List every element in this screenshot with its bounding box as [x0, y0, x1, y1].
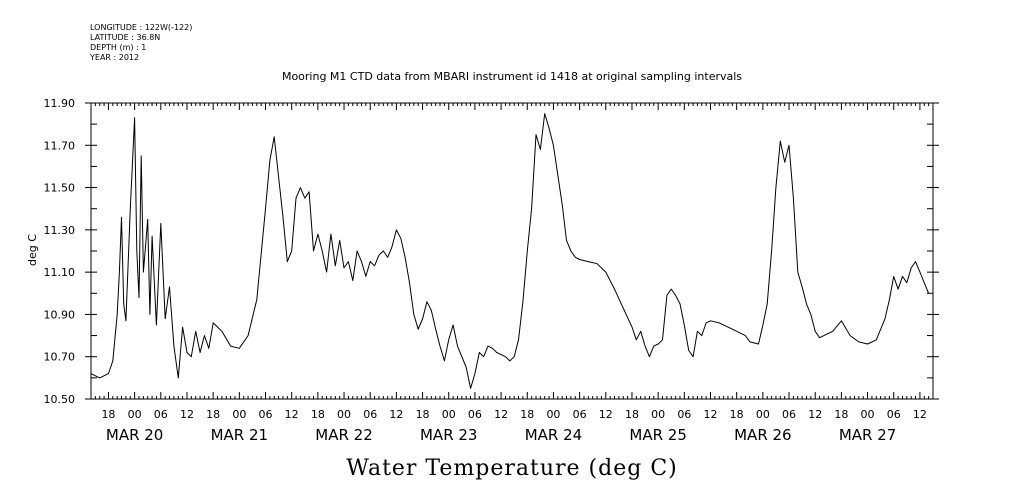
temperature-series-line: [90, 113, 930, 389]
x-date-label: MAR 26: [734, 426, 791, 444]
x-hour-label: 06: [887, 408, 901, 421]
x-hour-label: 12: [494, 408, 508, 421]
x-hour-label: 18: [520, 408, 534, 421]
x-hour-label: 06: [154, 408, 168, 421]
x-hour-label: 00: [651, 408, 665, 421]
x-date-label: MAR 23: [420, 426, 477, 444]
x-hour-label: 06: [677, 408, 691, 421]
meta-depth: DEPTH (m) : 1: [90, 43, 146, 52]
meta-year: YEAR : 2012: [89, 53, 139, 62]
y-tick-label: 11.70: [44, 139, 76, 152]
y-tick-label: 11.30: [44, 224, 76, 237]
y-tick-label: 11.50: [44, 182, 76, 195]
x-hour-label: 00: [861, 408, 875, 421]
x-hour-label: 18: [834, 408, 848, 421]
x-hour-label: 00: [442, 408, 456, 421]
x-hour-label: 18: [730, 408, 744, 421]
x-hour-label: 12: [389, 408, 403, 421]
x-hour-label: 00: [128, 408, 142, 421]
x-hour-label: 06: [259, 408, 273, 421]
plot-frame: [90, 102, 934, 400]
x-hour-label: 12: [599, 408, 613, 421]
x-hour-label: 12: [704, 408, 718, 421]
x-hour-label: 12: [808, 408, 822, 421]
x-hour-label: 06: [363, 408, 377, 421]
x-date-label: MAR 20: [106, 426, 163, 444]
x-hour-label: 12: [285, 408, 299, 421]
x-hour-label: 00: [232, 408, 246, 421]
y-tick-label: 10.70: [44, 351, 76, 364]
y-axis-label: deg C: [26, 234, 39, 266]
x-axis-label: Water Temperature (deg C): [346, 456, 678, 481]
x-hour-label: 06: [573, 408, 587, 421]
x-date-label: MAR 27: [839, 426, 896, 444]
x-hour-label: 18: [416, 408, 430, 421]
x-hour-label: 12: [180, 408, 194, 421]
x-hour-label: 18: [625, 408, 639, 421]
chart-title: Mooring M1 CTD data from MBARI instrumen…: [282, 70, 742, 83]
meta-latitude: LATITUDE : 36.8N: [90, 33, 160, 42]
x-hour-label: 12: [913, 408, 927, 421]
y-tick-label: 10.50: [44, 393, 76, 406]
x-date-label: MAR 22: [315, 426, 372, 444]
x-date-label: MAR 21: [211, 426, 268, 444]
y-tick-label: 11.90: [44, 97, 76, 110]
x-axis: 18 00 06 12 18 00 06 12 18 00 06 12 18 00 06 12 18 00 06 12…: [90, 103, 934, 444]
x-hour-label: 00: [756, 408, 770, 421]
y-tick-label: 10.90: [44, 308, 76, 321]
x-hour-label: 18: [206, 408, 220, 421]
meta-longitude: LONGITUDE : 122W(-122): [90, 23, 192, 32]
x-hour-label: 18: [311, 408, 325, 421]
x-hour-label: 06: [782, 408, 796, 421]
x-date-label: MAR 25: [629, 426, 686, 444]
x-hour-label: 00: [546, 408, 560, 421]
y-tick-label: 11.10: [44, 266, 76, 279]
x-date-label: MAR 24: [525, 426, 582, 444]
x-hour-label: 00: [337, 408, 351, 421]
mooring-metadata: LONGITUDE : 122W(-122) LATITUDE : 36.8N …: [89, 23, 192, 62]
y-axis: 10.50 10.70 10.90 11.10 11.30 11.50 11.70 11.90: [44, 97, 939, 406]
x-hour-label: 06: [468, 408, 482, 421]
x-hour-label: 18: [101, 408, 115, 421]
